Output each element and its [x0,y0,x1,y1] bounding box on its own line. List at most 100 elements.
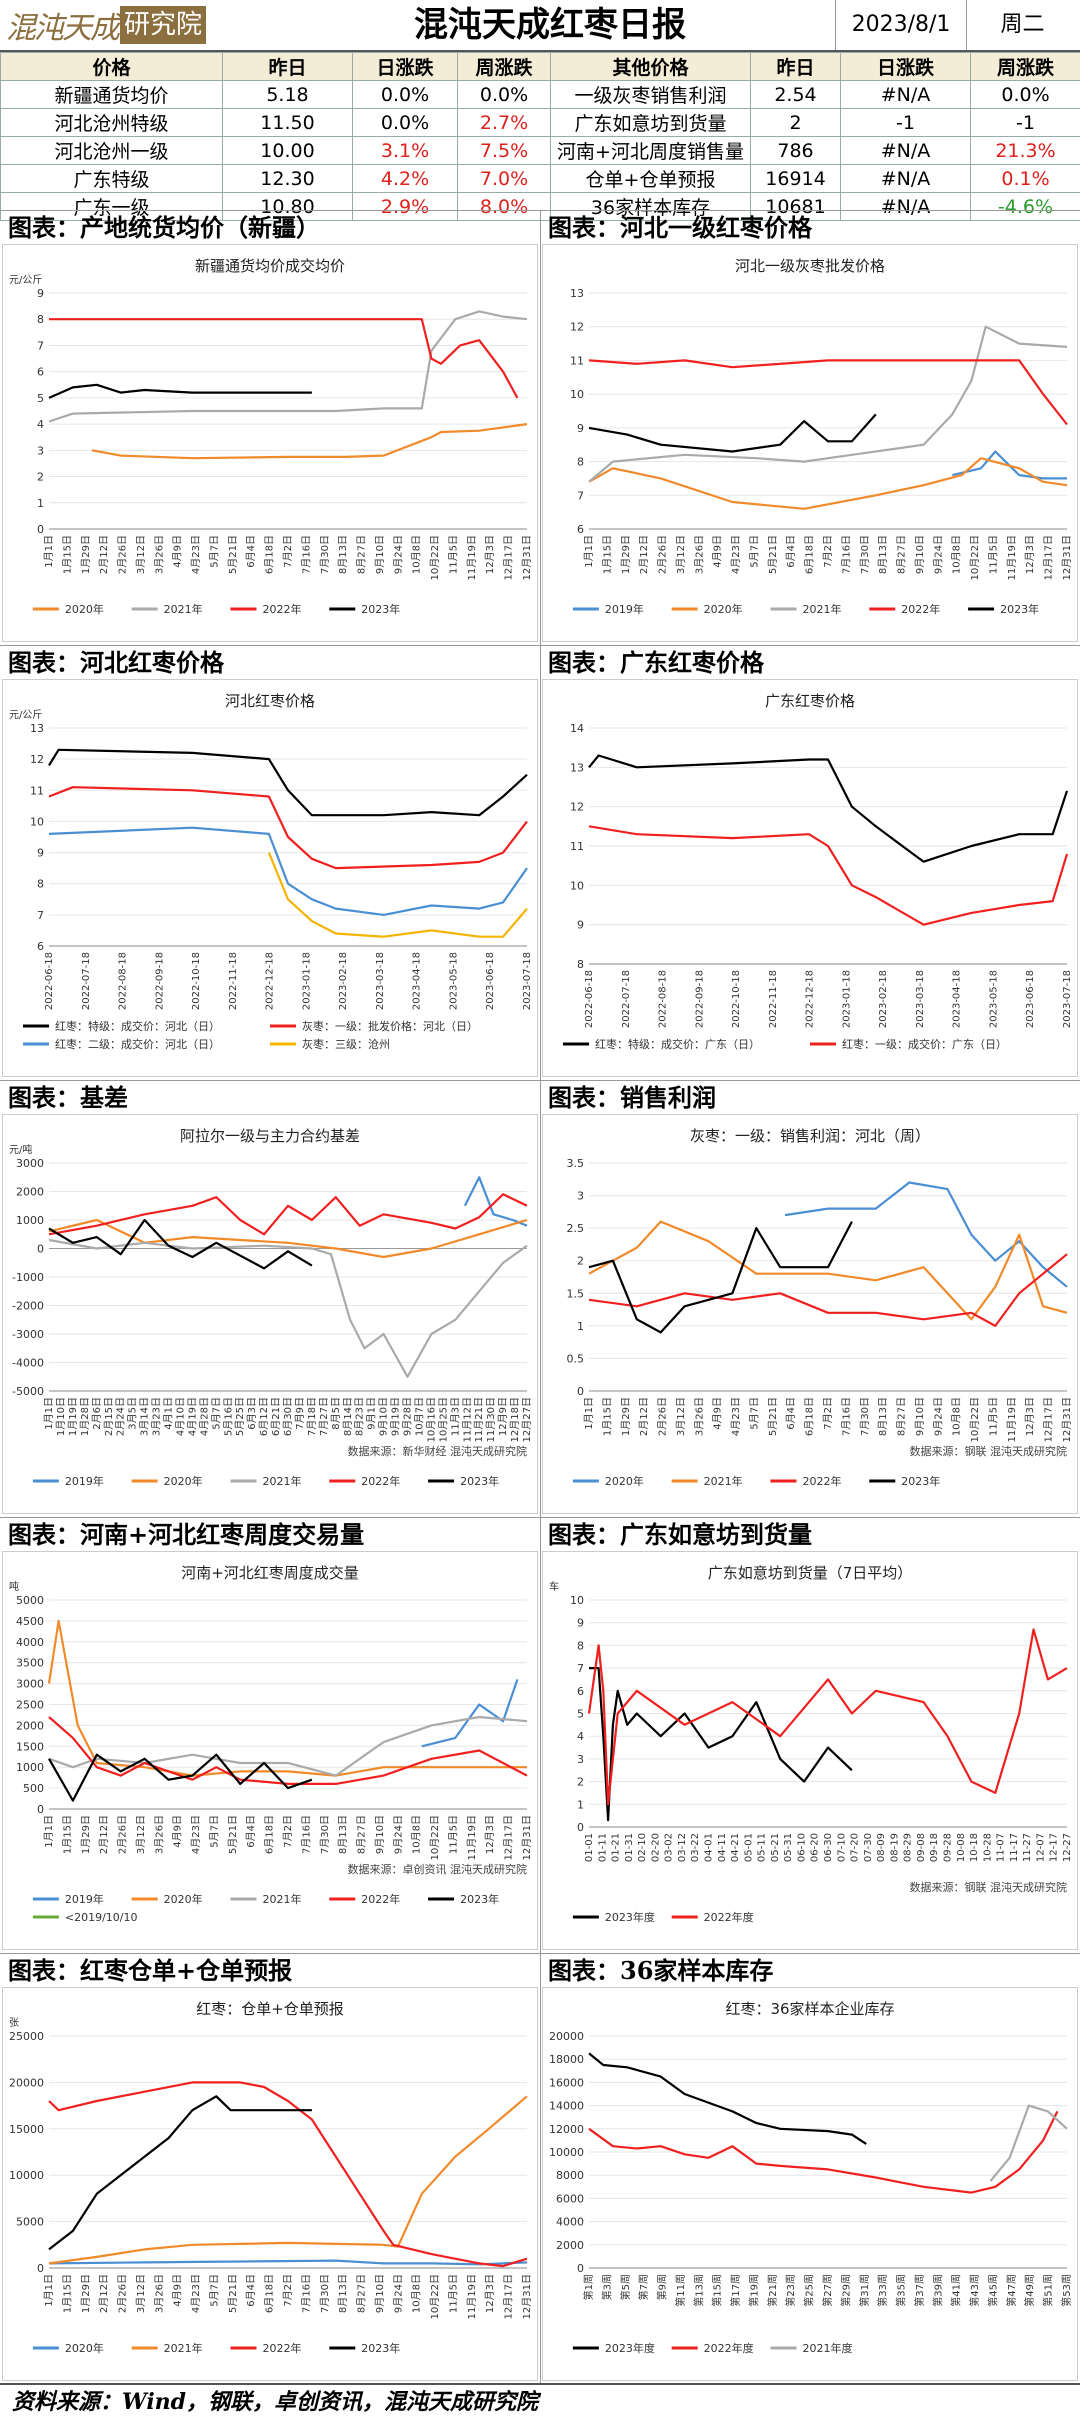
table-cell: 16914 [751,165,841,193]
series-line [589,327,1067,482]
x-tick-label: 8月27日 [356,2274,368,2313]
legend-label: 2022年 [901,602,940,616]
x-tick-label: 12月17日 [503,1815,515,1860]
x-tick-label: 7月30日 [859,535,871,574]
table-cell: -1 [971,109,1080,137]
y-tick-label: 9 [37,847,44,860]
x-tick-label: 2023-02-18 [878,970,889,1028]
x-tick-label: 2022-10-18 [191,952,202,1010]
y-tick-label: 1 [577,1320,584,1333]
x-tick-label: 9月10日 [374,1815,386,1854]
x-tick-label: 11-27 [1022,1833,1033,1862]
x-tick-label: 02-10 [637,1833,648,1862]
chart-title: 河北一级灰枣批发价格 [735,257,885,275]
x-tick-label: 2023-01-18 [301,952,312,1010]
x-tick-label: 2023-01-18 [841,970,852,1028]
x-tick-label: 6月18日 [804,1397,816,1436]
legend-label: 灰枣：一级：批发价格：河北（日） [302,1019,478,1033]
x-tick-label: 9月1日 [366,1397,378,1430]
series-line [589,458,1067,509]
x-tick-label: 5月7日 [208,535,220,568]
x-tick-label: 3月5日 [127,1397,139,1430]
y-axis-label: 吨 [9,1580,19,1593]
x-tick-label: 6月4日 [245,535,257,568]
legend-label: 2023年 [901,1474,940,1488]
y-tick-label: 1000 [16,1214,44,1227]
x-tick-label: 2月26日 [117,535,129,574]
chart-source: 数据来源：新华财经 混沌天成研究院 [348,1444,528,1458]
x-tick-label: 7月27日 [318,1397,330,1436]
x-tick-label: 10-18 [969,1833,980,1862]
x-tick-label: 12-27 [1062,1833,1073,1862]
x-tick-label: 4月23日 [730,1397,742,1436]
x-tick-label: 3月26日 [693,1397,705,1436]
series-line [991,2106,1068,2181]
legend-label: 2023年度 [605,1910,655,1924]
x-tick-label: 12月3日 [484,1815,496,1854]
x-tick-label: 第13周 [692,2274,705,2307]
table-cell: 广东特级 [1,165,223,193]
y-tick-label: 500 [23,1782,44,1795]
legend-label: 2019年 [605,602,644,616]
y-tick-label: 2500 [16,1699,44,1712]
logo-box: 研究院 [120,6,206,44]
x-tick-label: 7月30日 [859,1397,871,1436]
x-tick-label: 第35周 [895,2274,908,2307]
table-header-cell: 昨日 [751,53,841,81]
x-tick-label: 12月31日 [521,2274,533,2319]
x-tick-label: 1月1日 [43,535,55,568]
series-line [49,311,527,421]
y-tick-label: 3000 [16,1157,44,1170]
x-tick-label: 1月15日 [61,2274,73,2313]
x-tick-label: 4月23日 [730,535,742,574]
table-cell: 12.30 [223,165,353,193]
y-tick-label: 8 [577,1639,584,1652]
y-tick-label: 2000 [16,1719,44,1732]
x-tick-label: 4月9日 [172,2274,184,2307]
y-tick-label: 13 [30,722,44,735]
x-tick-label: 3月26日 [153,1815,165,1854]
section-title: 图表：广东红枣价格 [540,645,1080,679]
x-tick-label: 11月19日 [466,1815,478,1860]
y-tick-label: 0.5 [567,1352,585,1365]
table-header-cell: 其他价格 [551,53,751,81]
table-cell: 21.3% [971,137,1080,165]
x-tick-label: 9月10日 [374,535,386,574]
x-tick-label: 4月28日 [198,1397,210,1436]
chart-title: 灰枣：一级：销售利润：河北（周） [690,1127,930,1145]
x-tick-label: 01-01 [584,1833,595,1862]
y-tick-label: 10 [570,388,584,401]
x-tick-label: 8月27日 [896,535,908,574]
x-tick-label: 3月26日 [153,2274,165,2313]
x-tick-label: 12月17日 [1043,535,1055,580]
x-tick-label: 第25周 [803,2274,816,2307]
legend-label: 2020年 [164,1474,203,1488]
x-tick-label: 2023-03-18 [915,970,926,1028]
x-tick-label: 8月13日 [337,535,349,574]
x-tick-label: 7月30日 [319,1815,331,1854]
y-tick-label: 8 [577,456,584,469]
y-tick-label: 4 [577,1730,584,1743]
section-title: 图表：河南+河北红枣周度交易量 [0,1517,540,1551]
x-tick-label: 2月26日 [117,2274,129,2313]
x-tick-label: 8月27日 [896,1397,908,1436]
y-tick-label: 1000 [16,1761,44,1774]
x-tick-label: 8月27日 [356,535,368,574]
x-tick-label: 12月3日 [484,535,496,574]
x-tick-label: 2022-09-18 [154,952,165,1010]
y-tick-label: 14000 [549,2100,584,2113]
x-tick-label: 2月12日 [98,535,110,574]
x-tick-label: 7月9日 [294,1397,306,1430]
legend-label: 2021年 [802,602,841,616]
legend-label: 2022年 [802,1474,841,1488]
x-tick-label: 5月21日 [227,535,239,574]
x-tick-label: 2月24日 [115,1397,127,1436]
x-tick-label: 11月5日 [447,2274,459,2313]
y-tick-label: 10 [570,879,584,892]
chart-inventory: 红枣：36家样本企业库存0200040006000800010000120001… [543,1988,1077,2380]
x-tick-label: 1月29日 [620,535,632,574]
y-tick-label: 2.5 [567,1222,585,1235]
